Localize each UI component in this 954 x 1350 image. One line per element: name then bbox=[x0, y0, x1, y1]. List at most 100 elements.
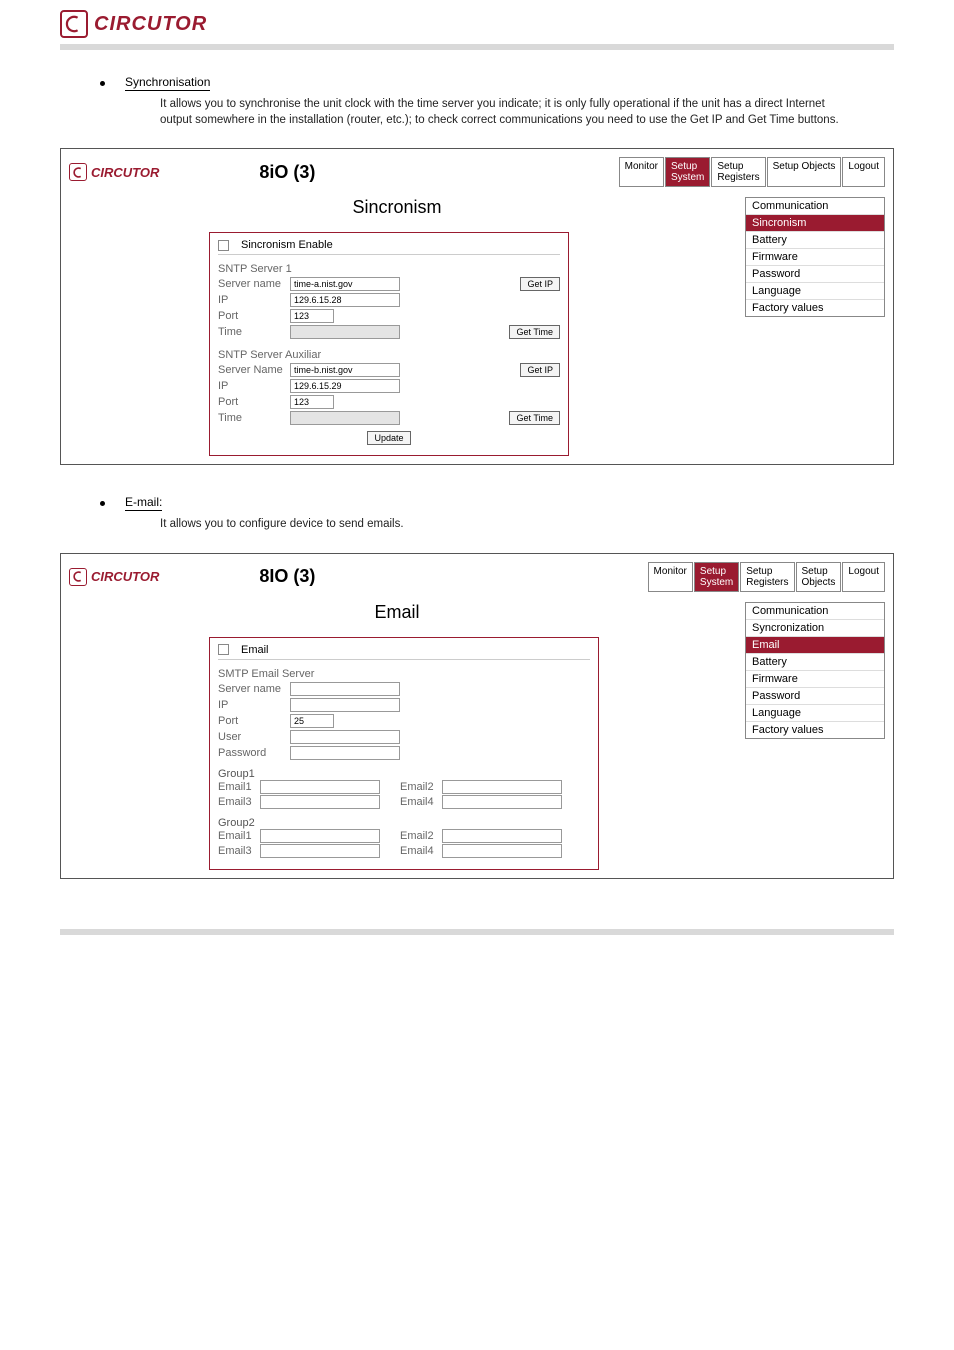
panel-logo-icon bbox=[69, 568, 87, 586]
nav-tab[interactable]: Monitor bbox=[619, 157, 664, 187]
g1e2-input[interactable] bbox=[442, 780, 562, 794]
g2e1-input[interactable] bbox=[260, 829, 380, 843]
g1e1-lbl: Email1 bbox=[218, 781, 260, 793]
document-header: CIRCUTOR bbox=[60, 0, 894, 44]
g2e2-input[interactable] bbox=[442, 829, 562, 843]
bullet-dot-icon bbox=[100, 81, 105, 86]
s1-ip-input[interactable] bbox=[290, 293, 400, 307]
nav-tab[interactable]: SetupRegisters bbox=[740, 562, 794, 592]
g1e2-lbl: Email2 bbox=[400, 781, 442, 793]
side-menu-item[interactable]: Factory values bbox=[746, 300, 884, 316]
s1-port-input[interactable] bbox=[290, 309, 334, 323]
sync-enable-label: Sincronism Enable bbox=[241, 239, 333, 251]
sync-panel: CIRCUTOR 8iO (3) MonitorSetupSystemSetup… bbox=[60, 148, 894, 465]
lbl-time: Time bbox=[218, 326, 290, 338]
lbl-pwd: Password bbox=[218, 747, 290, 759]
g2e4-input[interactable] bbox=[442, 844, 562, 858]
lbl-ip: IP bbox=[218, 294, 290, 306]
email-panel: CIRCUTOR 8IO (3) MonitorSetupSystemSetup… bbox=[60, 553, 894, 879]
email-enable-label: Email bbox=[241, 644, 269, 656]
s2-time-input bbox=[290, 411, 400, 425]
lbl-ip: IP bbox=[218, 699, 290, 711]
side-menu-item[interactable]: Syncronization bbox=[746, 620, 884, 637]
sync-explain: It allows you to synchronise the unit cl… bbox=[160, 97, 854, 128]
side-menu-item[interactable]: Firmware bbox=[746, 249, 884, 266]
s2-ip-input[interactable] bbox=[290, 379, 400, 393]
nav-tab[interactable]: Logout bbox=[842, 157, 885, 187]
g1e3-input[interactable] bbox=[260, 795, 380, 809]
side-menu-item[interactable]: Language bbox=[746, 705, 884, 722]
s1-time-input bbox=[290, 325, 400, 339]
side-menu-item[interactable]: Firmware bbox=[746, 671, 884, 688]
nav-tabs: MonitorSetupSystemSetupRegistersSetup Ob… bbox=[619, 157, 885, 187]
nav-tab[interactable]: SetupRegisters bbox=[711, 157, 765, 187]
s2-port-input[interactable] bbox=[290, 395, 334, 409]
s2-gettime-button[interactable]: Get Time bbox=[509, 411, 560, 425]
side-menu-item[interactable]: Email bbox=[746, 637, 884, 654]
update-button[interactable]: Update bbox=[367, 431, 410, 445]
side-menu-item[interactable]: Password bbox=[746, 266, 884, 283]
bullet-sync: Synchronisation bbox=[100, 75, 894, 91]
side-menu-item[interactable]: Communication bbox=[746, 198, 884, 215]
panel-header: CIRCUTOR 8IO (3) MonitorSetupSystemSetup… bbox=[69, 562, 885, 592]
side-menu-item[interactable]: Language bbox=[746, 283, 884, 300]
nav-tabs: MonitorSetupSystemSetupRegistersSetupObj… bbox=[648, 562, 885, 592]
email-enable-checkbox[interactable] bbox=[218, 644, 229, 655]
g1e4-input[interactable] bbox=[442, 795, 562, 809]
lbl-port2: Port bbox=[218, 396, 290, 408]
server1-head: SNTP Server 1 bbox=[218, 263, 560, 275]
group1-head: Group1 bbox=[218, 768, 590, 780]
sync-form: Sincronism Enable SNTP Server 1 Server n… bbox=[209, 232, 569, 456]
panel-logo: CIRCUTOR bbox=[69, 568, 159, 586]
nav-tab[interactable]: Setup Objects bbox=[767, 157, 842, 187]
nav-tab[interactable]: SetupSystem bbox=[665, 157, 710, 187]
g2e4-lbl: Email4 bbox=[400, 845, 442, 857]
lbl-time2: Time bbox=[218, 412, 290, 424]
bullet-email: E-mail: bbox=[100, 495, 894, 511]
smtp-pwd-input[interactable] bbox=[290, 746, 400, 760]
lbl-port: Port bbox=[218, 715, 290, 727]
g1e4-lbl: Email4 bbox=[400, 796, 442, 808]
bullet-dot-icon bbox=[100, 501, 105, 506]
s1-gettime-button[interactable]: Get Time bbox=[509, 325, 560, 339]
side-menu: CommunicationSincronismBatteryFirmwarePa… bbox=[745, 197, 885, 317]
lbl-ip2: IP bbox=[218, 380, 290, 392]
side-menu-item[interactable]: Sincronism bbox=[746, 215, 884, 232]
s2-getip-button[interactable]: Get IP bbox=[520, 363, 560, 377]
lbl-servername2: Server Name bbox=[218, 364, 290, 376]
s2-name-input[interactable] bbox=[290, 363, 400, 377]
lbl-sn: Server name bbox=[218, 683, 290, 695]
g2e3-input[interactable] bbox=[260, 844, 380, 858]
smtp-port-input[interactable] bbox=[290, 714, 334, 728]
g2e1-lbl: Email1 bbox=[218, 830, 260, 842]
side-menu-item[interactable]: Factory values bbox=[746, 722, 884, 738]
smtp-head: SMTP Email Server bbox=[218, 668, 590, 680]
side-menu-item[interactable]: Password bbox=[746, 688, 884, 705]
smtp-name-input[interactable] bbox=[290, 682, 400, 696]
nav-tab[interactable]: SetupSystem bbox=[694, 562, 739, 592]
nav-tab[interactable]: SetupObjects bbox=[796, 562, 842, 592]
sync-enable-checkbox[interactable] bbox=[218, 240, 229, 251]
group2-head: Group2 bbox=[218, 817, 590, 829]
bullet-text: E-mail: bbox=[125, 495, 162, 511]
smtp-user-input[interactable] bbox=[290, 730, 400, 744]
nav-tab[interactable]: Logout bbox=[842, 562, 885, 592]
side-menu-item[interactable]: Communication bbox=[746, 603, 884, 620]
logo-icon bbox=[60, 10, 88, 38]
g1e1-input[interactable] bbox=[260, 780, 380, 794]
side-menu-item[interactable]: Battery bbox=[746, 232, 884, 249]
g2e3-lbl: Email3 bbox=[218, 845, 260, 857]
panel-logo-text: CIRCUTOR bbox=[91, 569, 159, 584]
s1-getip-button[interactable]: Get IP bbox=[520, 277, 560, 291]
nav-tab[interactable]: Monitor bbox=[648, 562, 693, 592]
s1-name-input[interactable] bbox=[290, 277, 400, 291]
panel-logo-icon bbox=[69, 163, 87, 181]
panel-title: 8iO (3) bbox=[159, 162, 618, 183]
smtp-ip-input[interactable] bbox=[290, 698, 400, 712]
doc-logo: CIRCUTOR bbox=[60, 10, 894, 38]
lbl-user: User bbox=[218, 731, 290, 743]
g1e3-lbl: Email3 bbox=[218, 796, 260, 808]
bullet-text: Synchronisation bbox=[125, 75, 210, 91]
panel-logo: CIRCUTOR bbox=[69, 163, 159, 181]
side-menu-item[interactable]: Battery bbox=[746, 654, 884, 671]
